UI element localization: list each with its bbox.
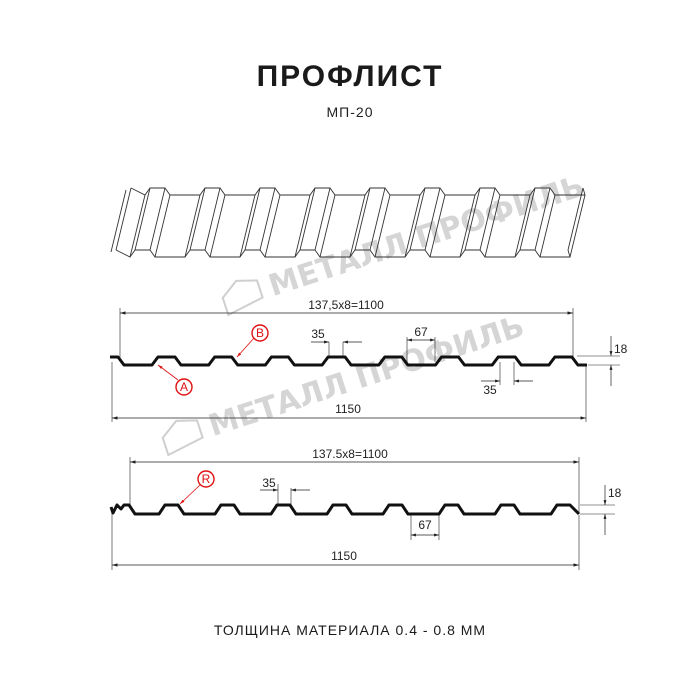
- rib-width-label: 67: [418, 518, 432, 532]
- watermark-text: МЕТАЛЛ ПРОФИЛЬ: [264, 169, 588, 304]
- height-label: 18: [608, 486, 622, 500]
- bottom-flat-label: 35: [483, 383, 497, 397]
- sheet-fold-line: [184, 194, 201, 258]
- sheet-fold-line: [567, 187, 584, 251]
- sheet-fold-line: [459, 194, 476, 258]
- sheet-fold-line: [189, 187, 206, 251]
- pitch-label: 137.5x8=1100: [312, 447, 388, 461]
- profile-1-section: [110, 355, 587, 367]
- sheet-fold-line: [209, 194, 226, 258]
- sheet-fold-line: [204, 187, 221, 251]
- marker-r: [197, 470, 215, 488]
- sheet-fold-line: [134, 187, 151, 251]
- sheet-fold-line: [409, 187, 426, 251]
- sheet-fold-line: [369, 187, 386, 251]
- sheet-fold-line: [314, 187, 331, 251]
- width-label: 1150: [331, 549, 357, 563]
- sheet-fold-line: [299, 187, 316, 251]
- sheet-fold-line: [404, 194, 421, 258]
- sheet-fold-line: [484, 194, 501, 258]
- sheet-fold-line: [569, 194, 586, 258]
- height-label: 18: [614, 342, 628, 356]
- sheet-fold-line: [129, 194, 146, 258]
- sheet-edge-line: [110, 189, 127, 253]
- sheet-fold-line: [154, 194, 171, 258]
- marker-a-label: A: [180, 380, 188, 394]
- width-label: 1150: [335, 402, 361, 416]
- sheet-fold-line: [259, 187, 276, 251]
- sheet-fold-line: [519, 187, 536, 251]
- sheet-fold-line: [464, 187, 481, 251]
- watermark-logo-icon: [221, 279, 264, 317]
- pitch-label: 137,5x8=1100: [308, 298, 384, 312]
- sheet-fold-line: [149, 187, 166, 251]
- watermark-logo-icon: [161, 419, 204, 457]
- page-title: ПРОФЛИСТ: [256, 60, 444, 93]
- sheet-fold-line: [429, 194, 446, 258]
- sheet-fold-line: [539, 194, 556, 258]
- marker-b-label: B: [256, 326, 264, 340]
- sheet-fold-line: [239, 194, 256, 258]
- sheet-3d-view: [110, 187, 586, 258]
- top-flat-label: 35: [311, 327, 325, 341]
- sheet-fold-line: [354, 187, 371, 251]
- sheet-fold-line: [244, 187, 261, 251]
- profile-2-section: [109, 503, 581, 516]
- sheet-fold-line: [319, 194, 336, 258]
- material-thickness: ТОЛЩИНА МАТЕРИАЛА 0.4 - 0.8 ММ: [213, 622, 487, 638]
- sheet-fold-line: [374, 194, 391, 258]
- marker-b: [251, 324, 269, 342]
- marker-r-label: R: [202, 472, 211, 486]
- top-flat-label: 35: [262, 476, 276, 490]
- sheet-fold-line: [115, 187, 132, 251]
- profile-1: 137,5x8=1100 1150 35 67 35 18 B: [110, 298, 628, 422]
- rib-width-label: 67: [414, 325, 428, 339]
- sheet-fold-line: [479, 187, 496, 251]
- sheet-fold-line: [264, 194, 281, 258]
- sheet-fold-line: [294, 194, 311, 258]
- marker-a: [175, 378, 193, 396]
- sheet-fold-line: [514, 194, 531, 258]
- profile-2: 137.5x8=1100 1150 35 67 18 R: [109, 447, 622, 570]
- page-subtitle: МП-20: [326, 104, 374, 120]
- sheet-fold-line: [424, 187, 441, 251]
- sheet-fold-line: [534, 187, 551, 251]
- sheet-fold-line: [349, 194, 366, 258]
- watermark-2: МЕТАЛЛ ПРОФИЛЬ: [161, 309, 529, 457]
